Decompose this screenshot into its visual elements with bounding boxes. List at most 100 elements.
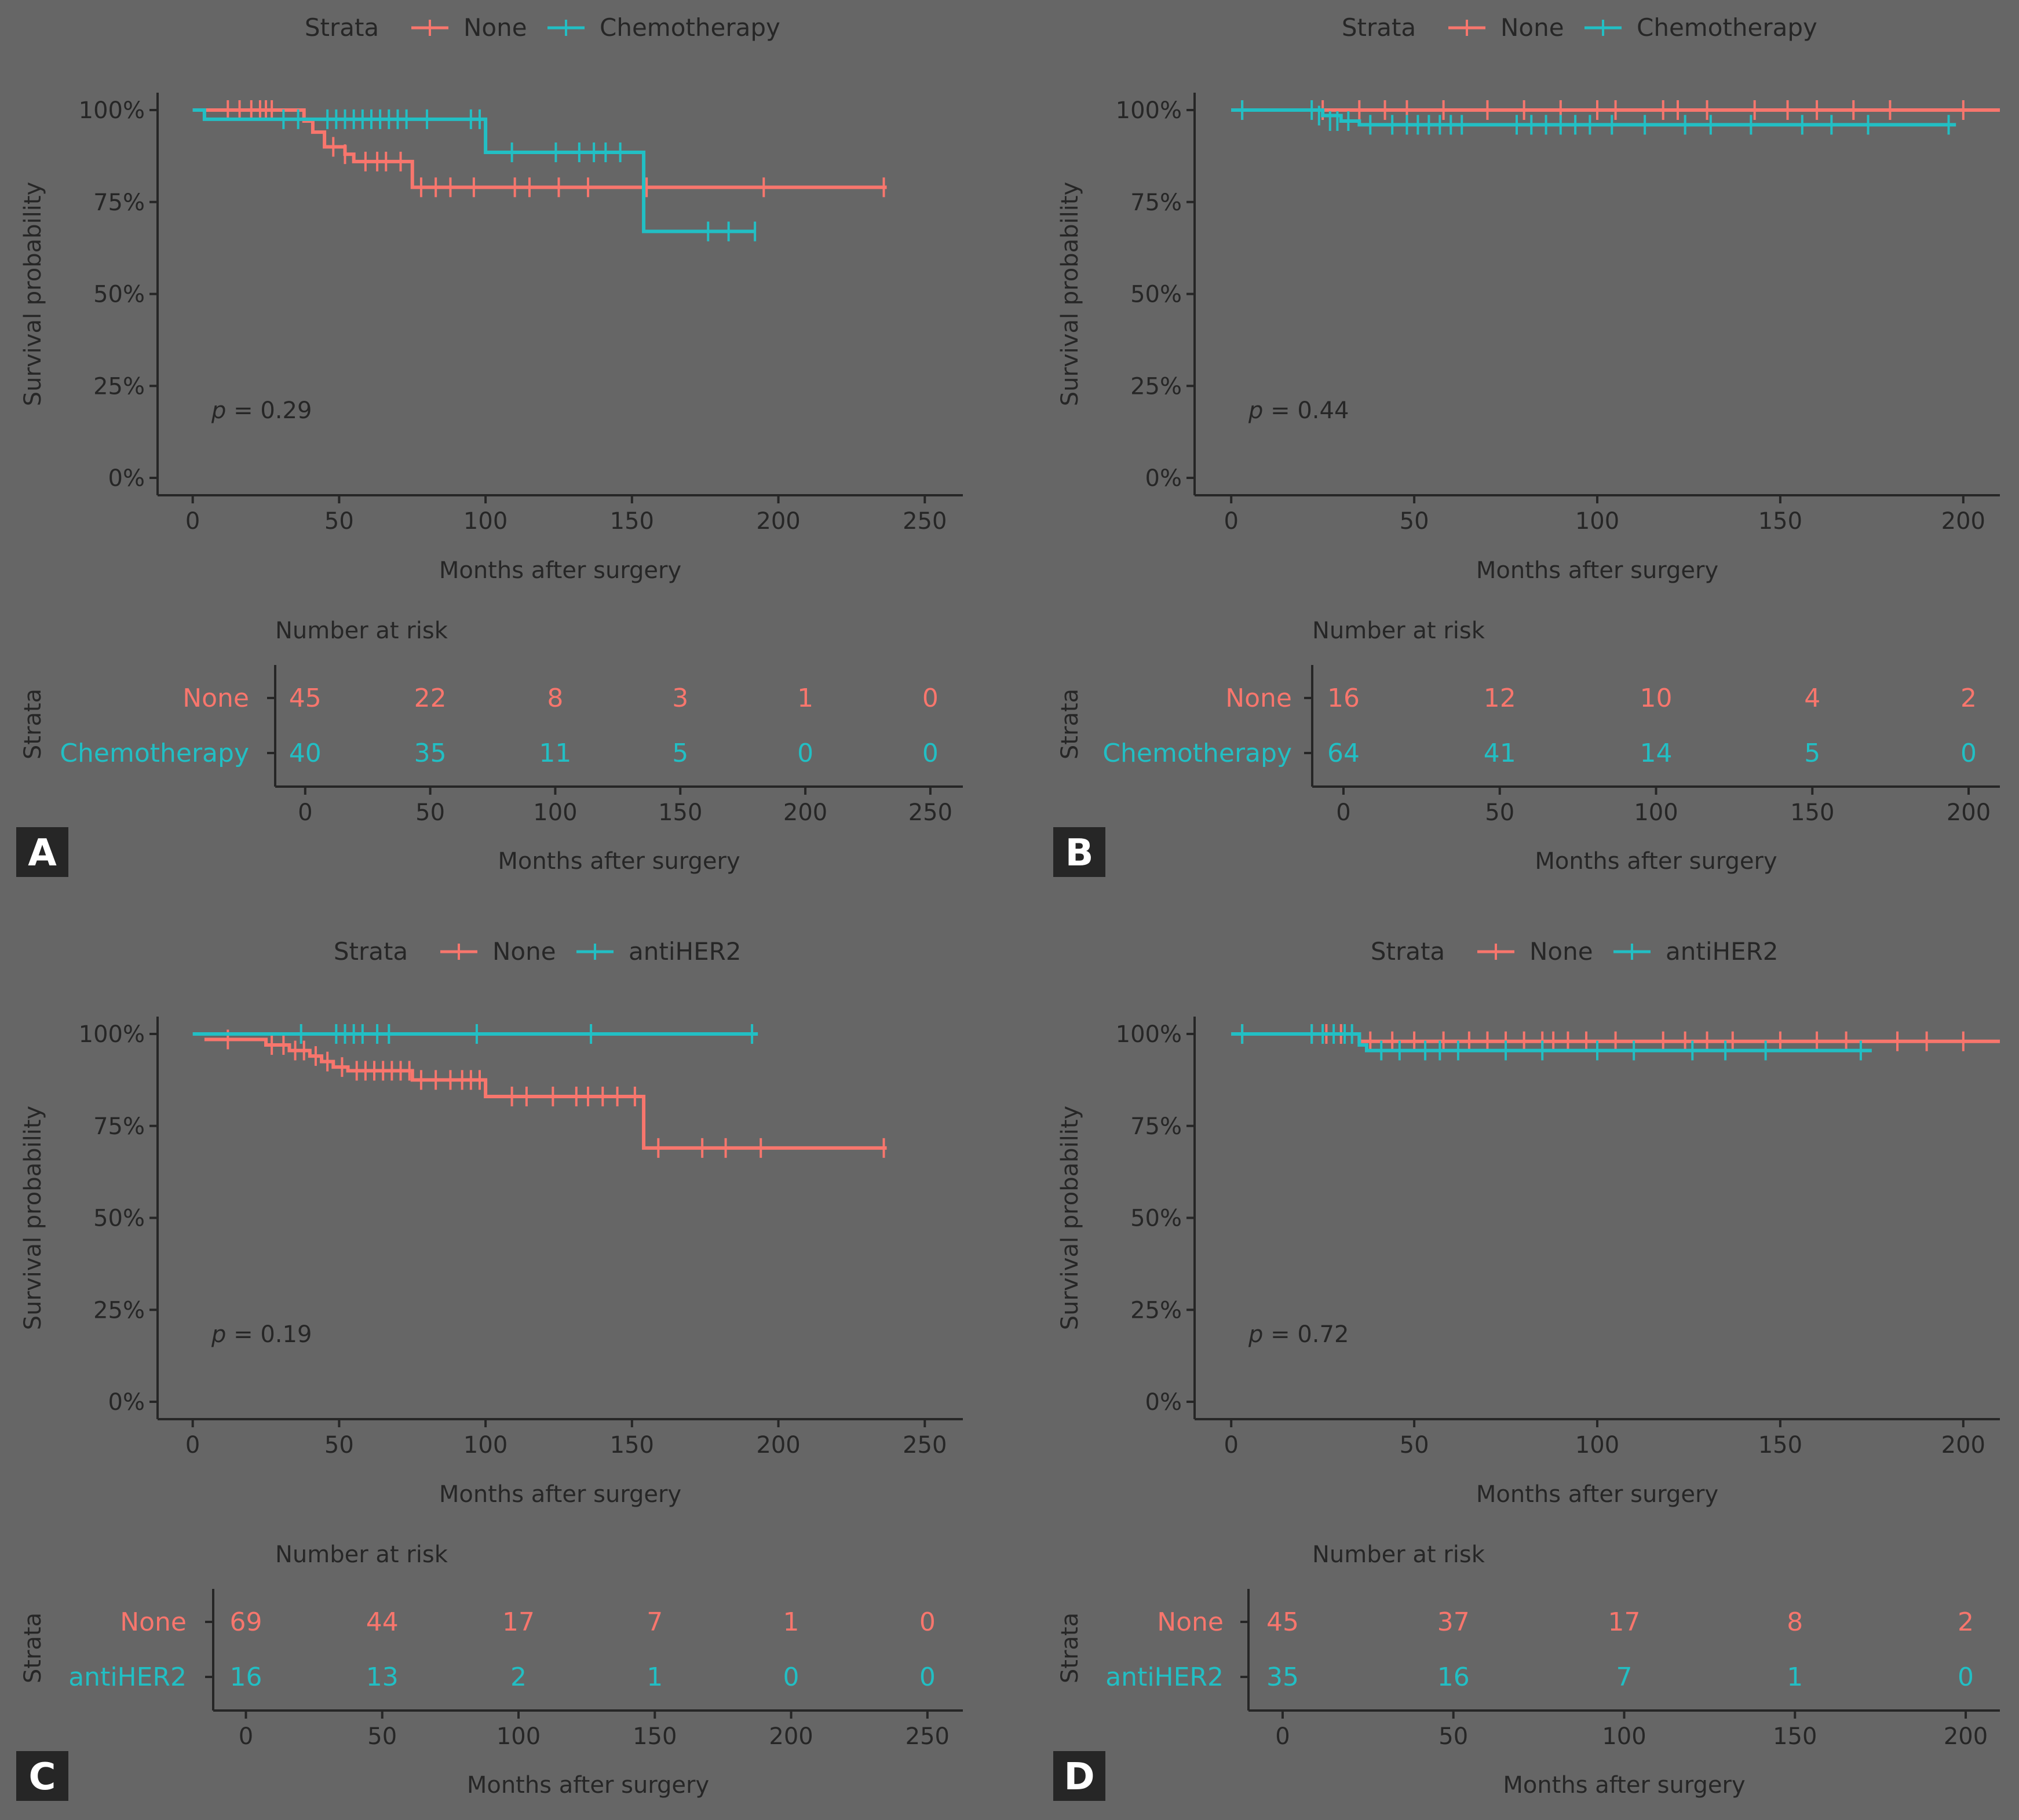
x-axis-title: Months after surgery bbox=[439, 557, 681, 584]
panel-badge-letter: C bbox=[29, 1756, 56, 1799]
legend: Strata None antiHER2 bbox=[1371, 937, 1779, 966]
y-axis-title: Survival probability bbox=[20, 1106, 46, 1330]
x-tick-label: 250 bbox=[903, 1432, 947, 1459]
y-tick-label: 100% bbox=[79, 97, 145, 124]
x-tick-label: 200 bbox=[1941, 1432, 1985, 1459]
survival-plot: 0% 25% 50% 75% 100% 0 50 100 150 200 250 Months aft… bbox=[20, 1017, 963, 1508]
y-tick-label: 0% bbox=[1145, 465, 1182, 492]
risk-count: 16 bbox=[1437, 1662, 1470, 1692]
panel-badge-letter: B bbox=[1065, 832, 1094, 875]
risk-count: 10 bbox=[1640, 684, 1673, 713]
y-tick-label: 100% bbox=[1116, 97, 1182, 124]
risk-x-axis-title: Months after surgery bbox=[1535, 848, 1777, 875]
x-tick-label: 200 bbox=[1941, 508, 1985, 535]
risk-x-tick-label: 150 bbox=[658, 799, 702, 826]
risk-count: 1 bbox=[1787, 1662, 1803, 1692]
x-axis-title: Months after surgery bbox=[1476, 1481, 1718, 1508]
risk-x-tick-label: 200 bbox=[1944, 1723, 1988, 1750]
risk-row-label-none: None bbox=[182, 684, 249, 713]
risk-table: Number at risk None 45 37 17 8 2 antiHER2 35 16 7 1… bbox=[1057, 1541, 2000, 1799]
risk-y-axis-title: Strata bbox=[20, 689, 46, 759]
legend: Strata None Chemotherapy bbox=[1342, 13, 1817, 42]
panel-badge: A bbox=[16, 827, 68, 877]
y-tick-label: 50% bbox=[93, 282, 145, 308]
risk-x-tick-label: 50 bbox=[1439, 1723, 1468, 1750]
y-tick-label: 75% bbox=[1130, 1113, 1182, 1140]
risk-x-tick-label: 100 bbox=[1602, 1723, 1646, 1750]
risk-table: Number at risk None 69 44 17 7 1 0 antiHER2 16 13 2… bbox=[20, 1541, 963, 1799]
x-tick-label: 0 bbox=[1224, 1432, 1238, 1459]
x-tick-label: 50 bbox=[1400, 1432, 1429, 1459]
risk-y-axis-title: Strata bbox=[1057, 689, 1083, 759]
risk-count: 0 bbox=[922, 684, 939, 713]
risk-count: 1 bbox=[783, 1607, 799, 1637]
panel-badge: D bbox=[1053, 1751, 1105, 1801]
risk-x-tick-label: 0 bbox=[1336, 799, 1350, 826]
x-tick-label: 50 bbox=[1400, 508, 1429, 535]
p-value-symbol: p bbox=[1248, 1321, 1263, 1348]
risk-x-tick-label: 50 bbox=[367, 1723, 397, 1750]
y-tick-label: 75% bbox=[93, 189, 145, 216]
risk-count: 0 bbox=[919, 1662, 936, 1692]
risk-x-tick-label: 200 bbox=[1947, 799, 1991, 826]
y-tick-label: 50% bbox=[93, 1205, 145, 1232]
x-tick-label: 200 bbox=[756, 1432, 800, 1459]
p-value: p = 0.44 bbox=[1248, 397, 1349, 424]
legend-entry-none: None bbox=[1529, 937, 1593, 966]
legend-title: Strata bbox=[334, 937, 408, 966]
x-tick-label: 50 bbox=[324, 508, 354, 535]
survival-curve-none bbox=[204, 1037, 887, 1150]
legend: Strata None antiHER2 bbox=[334, 937, 742, 966]
risk-count: 16 bbox=[1327, 684, 1360, 713]
risk-count: 8 bbox=[547, 684, 563, 713]
risk-row-label-none: None bbox=[120, 1607, 187, 1637]
risk-count: 0 bbox=[922, 739, 939, 768]
risk-x-tick-label: 100 bbox=[533, 799, 577, 826]
y-tick-label: 0% bbox=[108, 1389, 145, 1416]
survival-plot: 0% 25% 50% 75% 100% 0 50 100 150 200 Months after … bbox=[1057, 1017, 2000, 1508]
risk-x-axis-title: Months after surgery bbox=[467, 1772, 709, 1799]
x-tick-label: 250 bbox=[903, 508, 947, 535]
x-tick-label: 50 bbox=[324, 1432, 354, 1459]
risk-count: 2 bbox=[1958, 1607, 1974, 1637]
risk-table: Number at risk None 45 22 8 3 1 0 Chemotherapy 40… bbox=[20, 617, 963, 875]
risk-count: 16 bbox=[229, 1662, 262, 1692]
risk-x-tick-label: 200 bbox=[769, 1723, 813, 1750]
risk-count: 5 bbox=[672, 739, 688, 768]
risk-table-title: Number at risk bbox=[275, 1541, 448, 1568]
legend-entry-none: None bbox=[463, 13, 527, 42]
survival-plot: 0% 25% 50% 75% 100% 0 50 100 150 200 250 Months aft… bbox=[20, 93, 963, 584]
risk-count: 0 bbox=[1960, 739, 1977, 768]
x-tick-label: 0 bbox=[185, 508, 200, 535]
risk-x-tick-label: 0 bbox=[1275, 1723, 1290, 1750]
risk-row-label-chemotherapy: Chemotherapy bbox=[60, 739, 249, 768]
y-axis-title: Survival probability bbox=[1057, 1106, 1083, 1330]
risk-count: 45 bbox=[1266, 1607, 1299, 1637]
risk-table-title: Number at risk bbox=[1312, 617, 1485, 644]
survival-plot: 0% 25% 50% 75% 100% 0 50 100 150 200 Months after … bbox=[1057, 93, 2000, 584]
risk-count: 17 bbox=[1608, 1607, 1641, 1637]
risk-x-tick-label: 50 bbox=[415, 799, 445, 826]
p-value-symbol: p bbox=[1248, 397, 1263, 424]
y-tick-label: 50% bbox=[1130, 282, 1182, 308]
risk-x-tick-label: 150 bbox=[633, 1723, 677, 1750]
risk-count: 35 bbox=[414, 739, 447, 768]
risk-x-tick-label: 150 bbox=[1790, 799, 1834, 826]
risk-count: 1 bbox=[797, 684, 813, 713]
panel-badge-letter: A bbox=[28, 832, 57, 875]
x-tick-label: 0 bbox=[185, 1432, 200, 1459]
risk-count: 2 bbox=[1960, 684, 1977, 713]
survival-curve-chemotherapy bbox=[1231, 108, 1956, 127]
risk-count: 13 bbox=[366, 1662, 399, 1692]
risk-row-label-none: None bbox=[1225, 684, 1292, 713]
x-tick-label: 150 bbox=[610, 508, 654, 535]
x-tick-label: 100 bbox=[463, 508, 508, 535]
risk-count: 37 bbox=[1437, 1607, 1470, 1637]
legend-entry-none: None bbox=[492, 937, 556, 966]
risk-row-label-none: None bbox=[1157, 1607, 1224, 1637]
x-tick-label: 150 bbox=[1758, 1432, 1802, 1459]
risk-y-axis-title: Strata bbox=[20, 1613, 46, 1683]
